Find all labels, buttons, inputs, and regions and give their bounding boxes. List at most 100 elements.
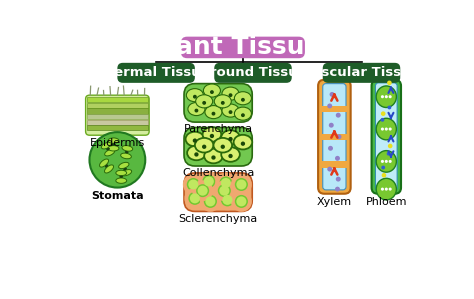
Ellipse shape (121, 153, 131, 159)
Circle shape (336, 113, 341, 118)
Ellipse shape (214, 95, 231, 108)
Circle shape (221, 178, 231, 188)
Text: Parenchyma: Parenchyma (183, 124, 253, 135)
Ellipse shape (222, 87, 239, 100)
Ellipse shape (100, 159, 109, 167)
Ellipse shape (108, 146, 119, 151)
Ellipse shape (376, 151, 396, 172)
Circle shape (202, 145, 206, 149)
Ellipse shape (116, 170, 127, 176)
Text: Plant Tissues: Plant Tissues (149, 35, 337, 60)
Ellipse shape (105, 164, 108, 167)
Circle shape (219, 186, 229, 196)
Text: Sclerenchyma: Sclerenchyma (179, 214, 258, 224)
Circle shape (387, 152, 391, 155)
Ellipse shape (104, 165, 113, 173)
Ellipse shape (116, 178, 127, 183)
Ellipse shape (205, 106, 222, 119)
Circle shape (188, 179, 198, 190)
Circle shape (193, 138, 197, 143)
Circle shape (389, 160, 392, 163)
Circle shape (385, 127, 388, 131)
Circle shape (381, 166, 385, 170)
Ellipse shape (187, 146, 206, 160)
Circle shape (228, 93, 232, 97)
Circle shape (385, 95, 388, 98)
Circle shape (205, 196, 215, 206)
FancyBboxPatch shape (184, 173, 252, 211)
Ellipse shape (202, 127, 221, 142)
Circle shape (233, 193, 250, 210)
FancyBboxPatch shape (181, 37, 305, 58)
Bar (87, 120, 147, 125)
Bar (87, 114, 147, 119)
Circle shape (381, 118, 384, 122)
Bar (87, 108, 147, 114)
Text: Phloem: Phloem (365, 197, 407, 207)
Bar (87, 97, 147, 102)
Text: Ground Tissue: Ground Tissue (199, 66, 307, 79)
Circle shape (335, 187, 340, 192)
Ellipse shape (234, 135, 252, 150)
Ellipse shape (203, 84, 220, 97)
Circle shape (389, 187, 392, 191)
Ellipse shape (118, 162, 129, 169)
FancyBboxPatch shape (118, 63, 195, 83)
Circle shape (190, 193, 200, 203)
Ellipse shape (235, 92, 251, 105)
Text: Xylem: Xylem (317, 197, 352, 207)
Circle shape (381, 160, 384, 163)
FancyBboxPatch shape (214, 63, 292, 83)
Circle shape (327, 103, 332, 109)
Circle shape (381, 111, 385, 116)
Ellipse shape (196, 95, 213, 108)
Circle shape (198, 186, 208, 196)
Ellipse shape (106, 148, 110, 150)
Circle shape (385, 160, 388, 163)
Bar (319, 106, 349, 112)
Ellipse shape (122, 146, 133, 151)
Text: Dermal Tissue: Dermal Tissue (103, 66, 210, 79)
Ellipse shape (101, 142, 111, 149)
Circle shape (389, 127, 392, 131)
Ellipse shape (221, 147, 240, 162)
Circle shape (202, 101, 206, 105)
Circle shape (186, 190, 203, 207)
FancyBboxPatch shape (184, 127, 252, 166)
Circle shape (211, 155, 216, 160)
Circle shape (194, 182, 211, 199)
Text: Vascular Tissue: Vascular Tissue (303, 66, 420, 79)
FancyBboxPatch shape (86, 95, 149, 135)
Circle shape (210, 90, 214, 94)
Circle shape (211, 112, 215, 116)
Text: Collenchyma: Collenchyma (182, 168, 255, 178)
Circle shape (241, 98, 245, 102)
Circle shape (228, 137, 233, 141)
FancyBboxPatch shape (372, 80, 401, 194)
Circle shape (329, 92, 335, 97)
Circle shape (237, 196, 246, 206)
Circle shape (222, 195, 232, 205)
FancyBboxPatch shape (184, 84, 252, 122)
Ellipse shape (105, 149, 115, 156)
Ellipse shape (188, 103, 205, 116)
Circle shape (389, 95, 392, 98)
Circle shape (194, 109, 198, 112)
Circle shape (327, 167, 332, 172)
Circle shape (335, 156, 340, 161)
Ellipse shape (108, 138, 119, 143)
Circle shape (221, 101, 225, 105)
Ellipse shape (119, 176, 123, 178)
Circle shape (387, 106, 392, 109)
Circle shape (202, 193, 219, 210)
Circle shape (385, 187, 388, 191)
Ellipse shape (222, 104, 239, 117)
FancyBboxPatch shape (318, 80, 351, 194)
Ellipse shape (376, 178, 396, 200)
Ellipse shape (195, 138, 213, 152)
Circle shape (388, 144, 392, 148)
Circle shape (194, 152, 199, 157)
Ellipse shape (186, 89, 203, 102)
Circle shape (90, 132, 145, 187)
Text: Epidermis: Epidermis (90, 138, 145, 147)
